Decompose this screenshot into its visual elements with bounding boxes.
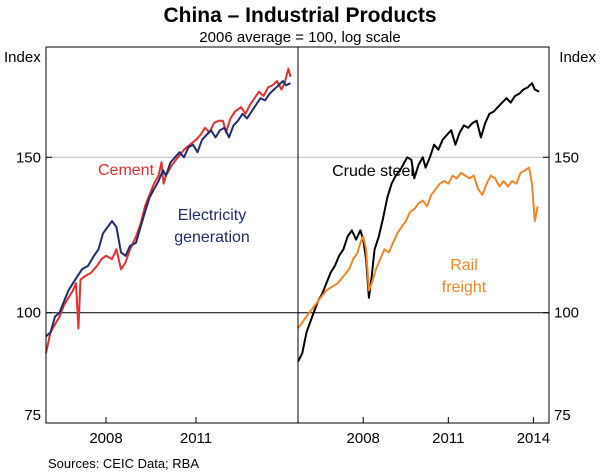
annotation-crude-steel: Crude steel	[332, 163, 414, 180]
x-tick-left-2008: 2008	[89, 430, 122, 447]
chart-subtitle: 2006 average = 100, log scale	[199, 29, 400, 46]
x-tick-left-2011: 2011	[180, 430, 212, 447]
y-tick-left-150: 150	[16, 149, 41, 166]
series-line-electricity-generation	[45, 80, 291, 338]
series-line-crude-steel	[297, 82, 540, 363]
panel-right: Crude steel Rail freight	[297, 82, 540, 363]
y-axis-label-left: Index	[4, 49, 41, 66]
x-tick-right-2011: 2011	[432, 430, 464, 447]
y-tick-left-75: 75	[24, 407, 41, 424]
series-line-rail-freight	[297, 166, 539, 329]
axis-ticks: 75 75 100 100 150 150 2008 2011 2008 2011 2014	[16, 149, 579, 447]
annotation-electricity-generation: Electricity generation	[174, 207, 250, 246]
y-tick-left-100: 100	[16, 305, 41, 322]
chart-title: China – Industrial Products	[163, 4, 436, 27]
panel-left: Cement Electricity generation	[45, 67, 292, 354]
series-line-cement	[45, 67, 292, 354]
y-tick-right-75: 75	[554, 407, 571, 424]
annotation-cement: Cement	[98, 162, 155, 179]
y-tick-right-150: 150	[554, 149, 579, 166]
source-note: Sources: CEIC Data; RBA	[48, 456, 199, 471]
x-tick-right-2008: 2008	[347, 430, 380, 447]
y-axis-label-right: Index	[559, 49, 596, 66]
y-tick-right-100: 100	[554, 305, 579, 322]
x-tick-right-2014: 2014	[517, 430, 550, 447]
annotation-rail-freight: Rail freight	[442, 257, 487, 296]
